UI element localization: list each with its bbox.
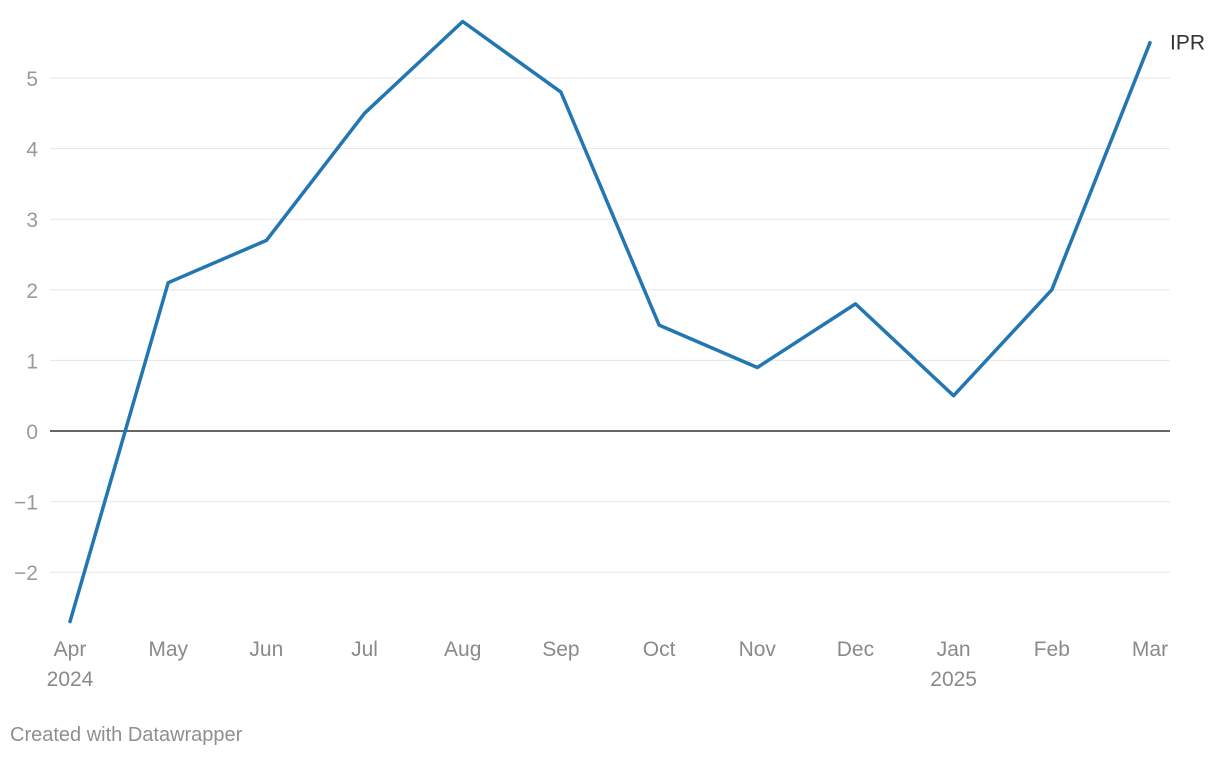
line-chart: −2 −1 0 1 2 3 4 5 Apr May Jun Jul Aug Sep Oct Nov Dec Ja… (14, 19, 1205, 691)
x-tick-label: Feb (1034, 638, 1070, 661)
y-tick-label: −2 (14, 562, 38, 585)
series-line (68, 19, 1152, 624)
series-label: IPR (1170, 32, 1205, 55)
x-tick-label: May (148, 638, 188, 661)
y-tick-label: 4 (26, 139, 38, 162)
x-tick-label: Sep (542, 638, 579, 661)
series-layer: IPR (68, 19, 1205, 624)
x-year-label: 2024 (47, 668, 94, 691)
x-tick-label: Nov (739, 638, 777, 661)
x-tick-label: Jun (249, 638, 283, 661)
gridlines (50, 77, 1170, 573)
y-tick-label: −1 (14, 492, 38, 515)
y-tick-label: 2 (26, 280, 38, 303)
y-tick-label: 0 (26, 421, 38, 444)
y-tick-label: 3 (26, 209, 38, 232)
credit-text: Created with Datawrapper (10, 724, 243, 746)
x-tick-label: Dec (837, 638, 874, 661)
x-axis-ticks: Apr May Jun Jul Aug Sep Oct Nov Dec Jan Feb Mar 2024… (47, 638, 1168, 691)
x-tick-label: Apr (54, 638, 87, 661)
x-tick-label: Jul (351, 638, 378, 661)
x-tick-label: Aug (444, 638, 481, 661)
x-tick-label: Jan (937, 638, 971, 661)
y-tick-label: 5 (26, 68, 38, 91)
y-axis-ticks: −2 −1 0 1 2 3 4 5 (14, 68, 38, 585)
x-tick-label: Mar (1132, 638, 1168, 661)
y-tick-label: 1 (26, 350, 38, 373)
x-tick-label: Oct (643, 638, 676, 661)
x-year-label: 2025 (930, 668, 977, 691)
